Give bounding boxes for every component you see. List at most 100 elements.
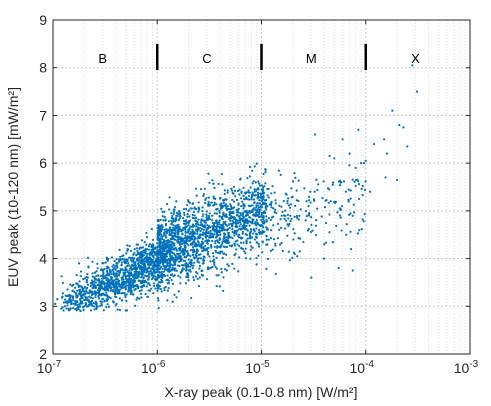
- data-point: [183, 236, 186, 240]
- data-point: [175, 217, 178, 221]
- data-point: [119, 255, 122, 258]
- data-point: [116, 278, 120, 281]
- data-point: [172, 224, 175, 227]
- data-point: [112, 286, 115, 289]
- data-point: [63, 298, 67, 301]
- data-point: [249, 186, 252, 189]
- data-point: [260, 213, 264, 216]
- x-tick-exponent: -4: [365, 359, 374, 370]
- data-point: [80, 285, 84, 289]
- data-point: [173, 254, 177, 257]
- data-point: [168, 252, 171, 255]
- data-point: [313, 199, 316, 202]
- data-point: [304, 219, 307, 222]
- data-point: [145, 255, 148, 258]
- data-point: [225, 241, 228, 245]
- data-point: [201, 237, 204, 241]
- data-point: [213, 230, 217, 233]
- data-point: [273, 211, 276, 214]
- x-tick-label: 10-7: [37, 359, 62, 376]
- data-point: [203, 224, 206, 227]
- data-point: [143, 269, 146, 272]
- data-point: [274, 244, 277, 247]
- plot-area: [53, 20, 470, 354]
- data-point: [209, 229, 212, 233]
- data-point: [240, 204, 243, 208]
- data-point: [236, 239, 239, 242]
- data-point: [156, 278, 159, 281]
- data-point: [244, 233, 247, 236]
- data-point: [152, 248, 155, 251]
- data-point: [226, 228, 230, 231]
- data-point: [143, 263, 146, 266]
- data-point: [197, 284, 201, 288]
- data-point: [222, 289, 225, 292]
- data-point: [148, 261, 151, 264]
- data-point: [165, 230, 168, 233]
- data-point: [264, 211, 267, 214]
- data-point: [160, 233, 163, 236]
- data-point: [230, 187, 233, 190]
- data-point: [230, 224, 234, 227]
- data-point: [278, 228, 281, 231]
- data-point: [142, 276, 145, 279]
- data-point: [211, 221, 214, 225]
- data-point: [230, 211, 233, 215]
- data-point: [159, 253, 162, 256]
- data-point: [163, 268, 166, 271]
- data-point: [257, 206, 260, 209]
- data-point: [212, 261, 215, 264]
- data-point: [266, 194, 269, 197]
- data-point: [246, 220, 250, 223]
- data-point: [255, 256, 258, 260]
- data-point: [270, 206, 273, 209]
- data-point: [95, 305, 99, 308]
- data-point: [250, 236, 254, 239]
- data-point: [219, 245, 222, 248]
- data-point: [119, 258, 122, 261]
- data-point: [256, 193, 260, 196]
- data-point: [185, 226, 188, 229]
- data-point: [265, 243, 268, 247]
- data-point: [127, 286, 130, 289]
- data-point: [177, 290, 180, 293]
- data-point: [84, 302, 87, 305]
- data-point: [100, 282, 104, 285]
- data-point: [231, 198, 234, 201]
- data-point: [163, 255, 167, 258]
- data-point: [251, 220, 254, 223]
- data-point: [239, 241, 243, 244]
- data-point: [229, 203, 232, 206]
- data-point: [198, 233, 202, 236]
- data-point: [88, 301, 91, 304]
- data-point: [218, 209, 221, 212]
- data-point: [288, 222, 291, 226]
- data-point: [248, 209, 251, 213]
- data-point: [350, 248, 353, 251]
- data-point: [284, 219, 288, 222]
- data-point: [101, 269, 104, 272]
- data-point: [177, 260, 181, 263]
- data-point: [204, 236, 208, 239]
- data-point: [261, 203, 264, 206]
- data-point: [212, 182, 215, 185]
- data-point: [60, 275, 63, 278]
- data-point: [260, 204, 263, 207]
- data-point: [159, 271, 162, 274]
- data-point: [215, 232, 218, 235]
- data-point: [227, 231, 231, 234]
- data-point: [328, 213, 331, 216]
- data-point: [255, 204, 258, 207]
- data-point: [193, 256, 196, 259]
- x-tick-label: 10-3: [454, 359, 479, 376]
- data-point: [173, 238, 177, 241]
- data-point: [197, 226, 200, 229]
- data-point: [351, 269, 354, 272]
- data-point: [120, 286, 123, 290]
- data-point: [130, 289, 133, 292]
- data-point: [114, 290, 117, 294]
- data-point: [243, 223, 246, 226]
- data-point: [192, 276, 195, 279]
- data-point: [286, 202, 289, 205]
- data-point: [234, 195, 237, 198]
